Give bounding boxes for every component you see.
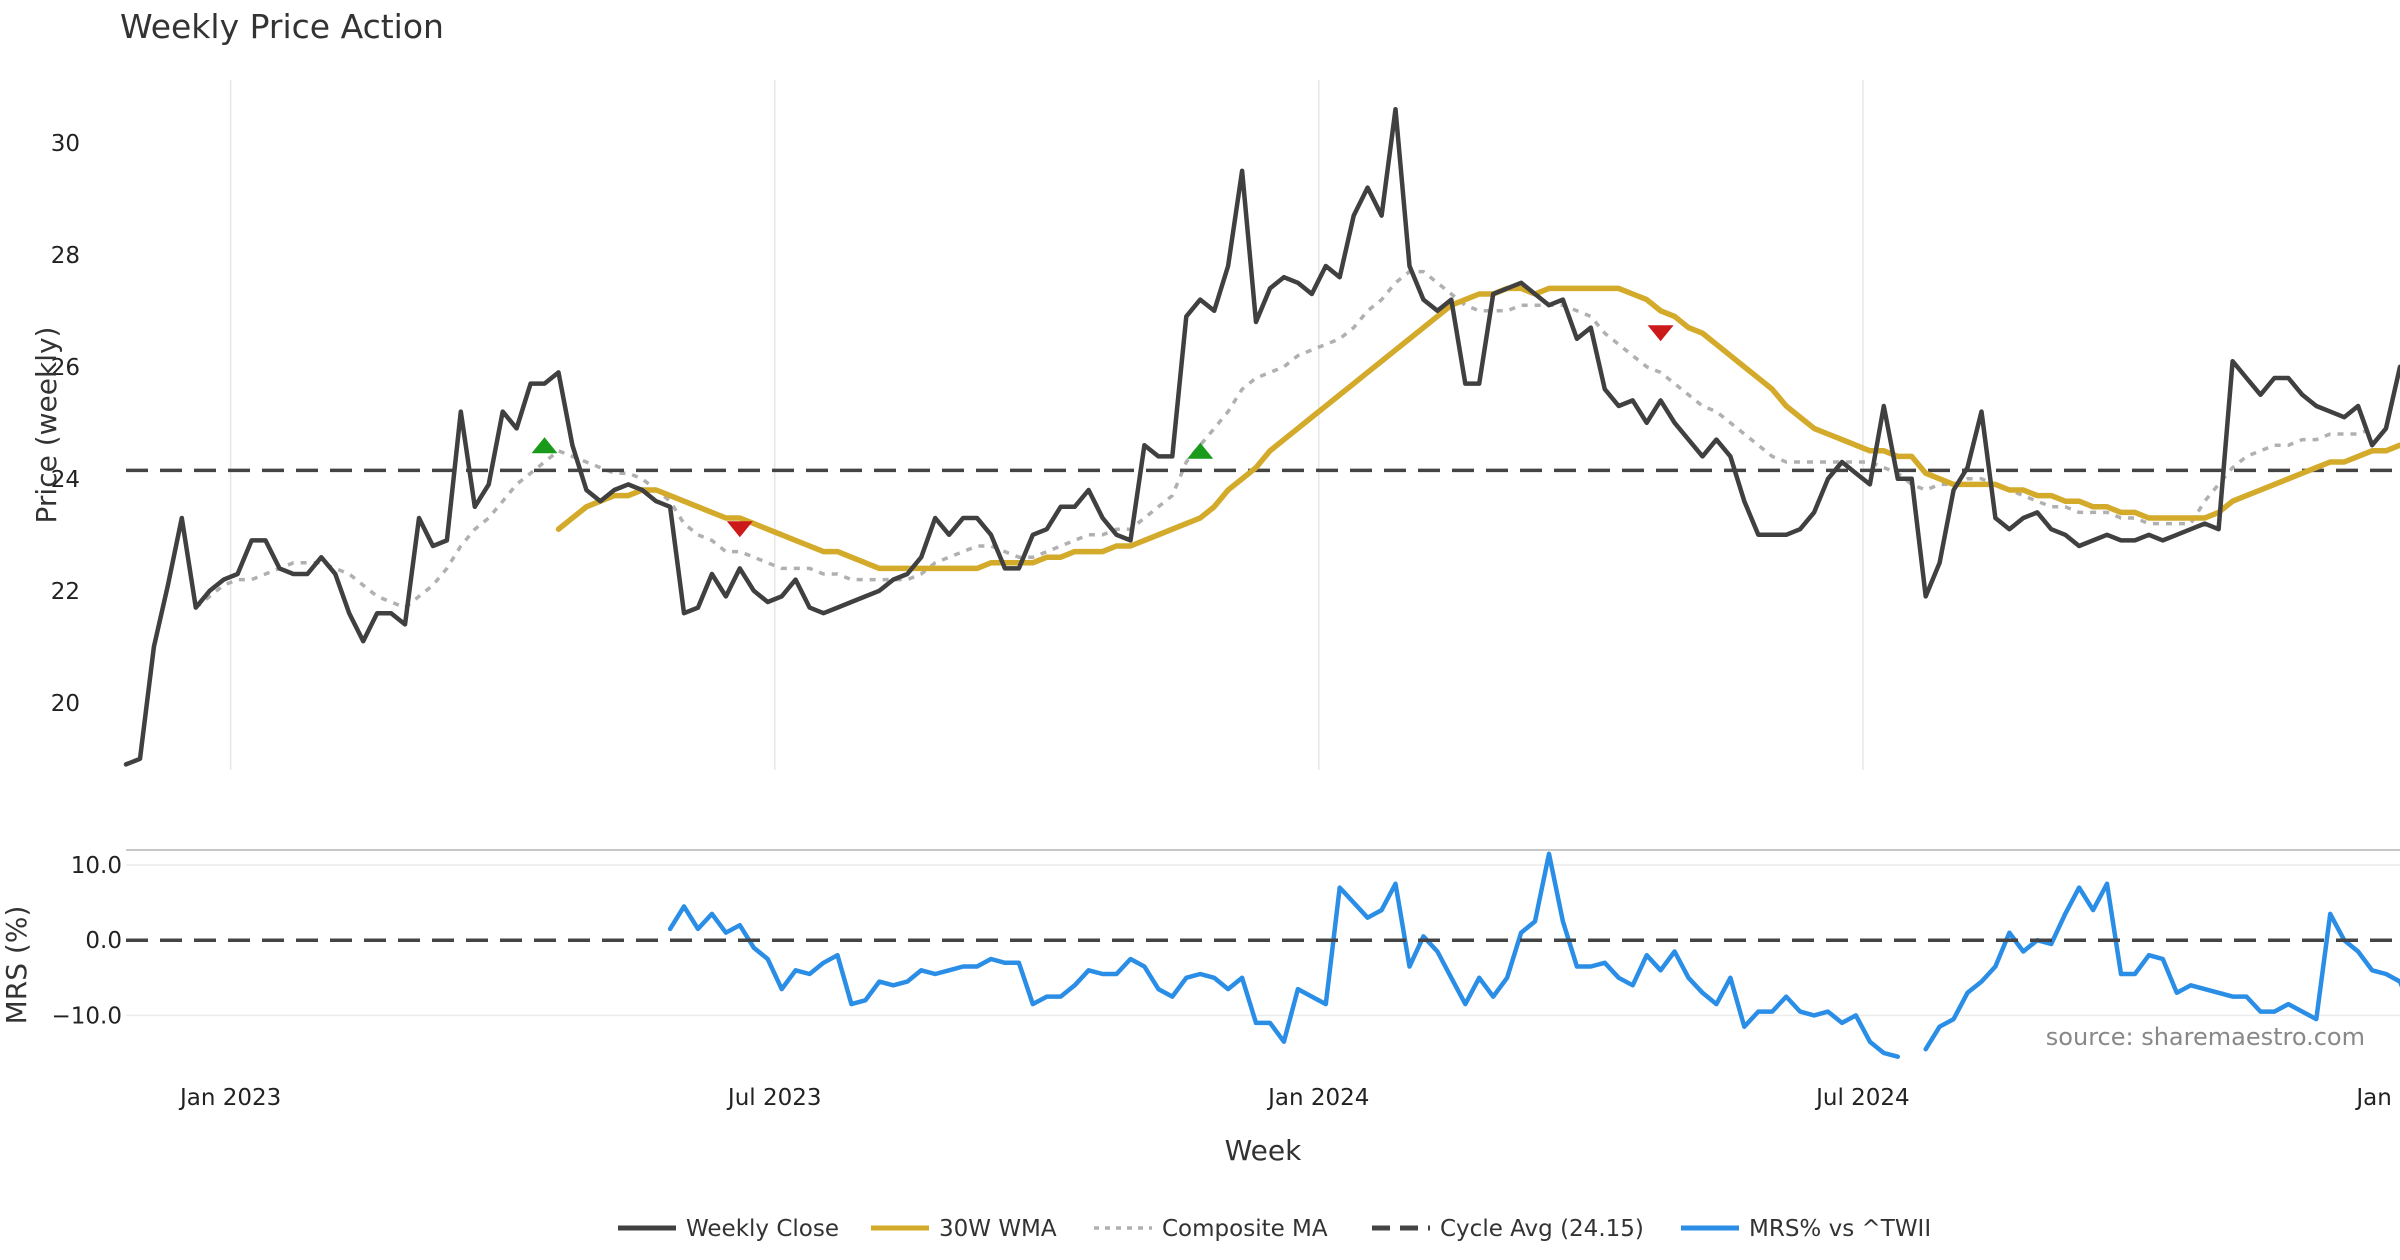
mrs-y-tick-label: 10.0 [71, 853, 122, 879]
legend: Weekly Close 30W WMA Composite MA Cycle Avg… [618, 1216, 1931, 1242]
legend-item: 30W WMA [871, 1216, 1057, 1242]
sell-signal-marker [1647, 325, 1674, 342]
price-y-tick-label: 28 [51, 243, 80, 269]
series-mrs-vs-twii [667, 851, 1901, 1059]
axis-ticks: 20 22 24 26 28 30 10.0 0.0 −10.0 Jan 2023 Jul 2023… [51, 131, 2400, 1111]
price-y-axis-label: Price (weekly) [30, 327, 63, 524]
series-mrs-vs-twii [1923, 881, 2400, 1052]
legend-label: 30W WMA [939, 1216, 1057, 1242]
series-weekly-close [123, 106, 2400, 767]
x-axis-label: Week [1225, 1134, 1302, 1167]
price-panel-series [123, 106, 2400, 767]
legend-item: MRS% vs ^TWII [1681, 1216, 1931, 1242]
price-y-tick-label: 22 [51, 579, 80, 605]
legend-item: Cycle Avg (24.15) [1372, 1216, 1644, 1242]
x-tick-label: Jan 2024 [1266, 1085, 1369, 1111]
mrs-y-tick-label: 0.0 [85, 928, 122, 954]
price-y-tick-label: 26 [51, 355, 80, 381]
price-panel-grid [229, 80, 1864, 770]
price-y-tick-label: 24 [51, 467, 80, 493]
legend-label: Weekly Close [686, 1216, 839, 1242]
buy-signal-marker [531, 437, 558, 454]
x-tick-label: Jan 2025 [2354, 1085, 2400, 1111]
legend-label: Cycle Avg (24.15) [1440, 1216, 1644, 1242]
chart-title: Weekly Price Action [120, 7, 444, 46]
x-tick-label: Jul 2023 [726, 1085, 822, 1111]
x-tick-label: Jan 2023 [178, 1085, 281, 1111]
price-y-tick-label: 20 [51, 691, 80, 717]
x-tick-label: Jul 2024 [1814, 1085, 1910, 1111]
price-y-tick-label: 30 [51, 131, 80, 157]
source-note: source: sharemaestro.com [2046, 1023, 2365, 1051]
mrs-panel-grid [126, 849, 2400, 1017]
sell-signal-marker [726, 521, 753, 538]
legend-label: MRS% vs ^TWII [1749, 1216, 1931, 1242]
series-30w-wma [555, 285, 2400, 572]
mrs-y-tick-label: −10.0 [52, 1003, 122, 1029]
mrs-y-axis-label: MRS (%) [0, 906, 33, 1025]
legend-item: Composite MA [1094, 1216, 1328, 1242]
buy-signal-marker [1187, 442, 1214, 459]
legend-label: Composite MA [1162, 1216, 1328, 1242]
signal-markers [531, 325, 1674, 538]
mrs-panel-series [126, 851, 2400, 1059]
legend-item: Weekly Close [618, 1216, 839, 1242]
